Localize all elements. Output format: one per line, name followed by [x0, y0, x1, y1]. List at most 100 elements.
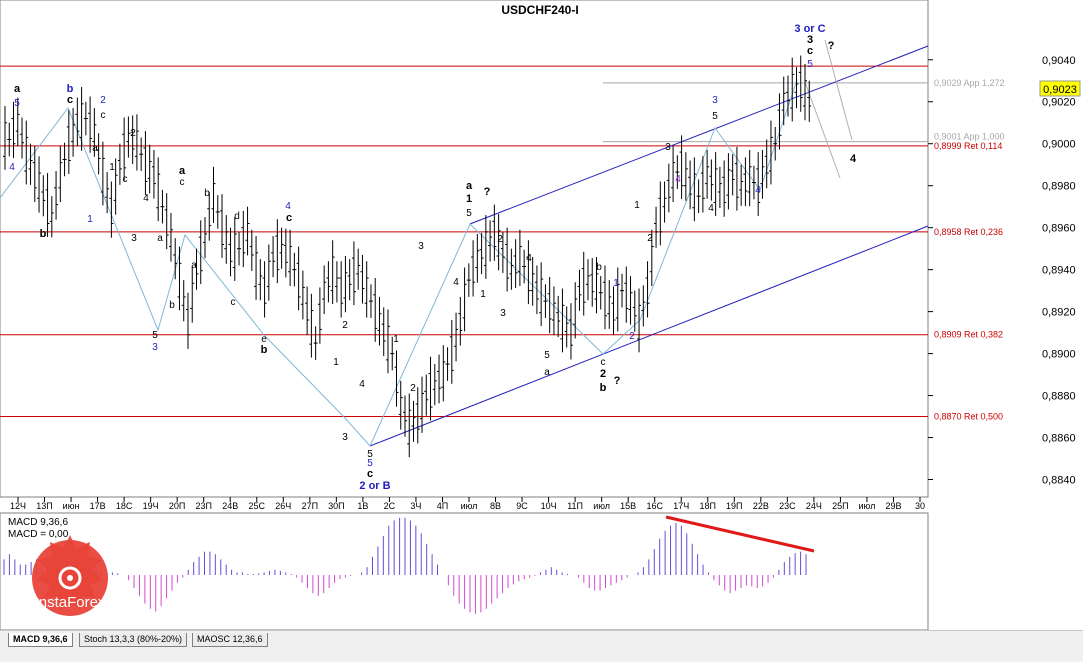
price-tick-label: 0,9040 — [1042, 55, 1076, 67]
wave-label: 3 — [342, 432, 348, 443]
date-tick-label: 10Ч — [541, 501, 557, 511]
wave-label: 3 — [500, 308, 506, 319]
wave-label: b — [67, 83, 74, 95]
wave-label: c — [286, 212, 292, 224]
fib-level-label: 0,8909 Ret 0,382 — [934, 330, 1003, 340]
wave-label: b — [40, 228, 47, 240]
wave-label: 2 — [600, 368, 606, 380]
wave-label: 4 — [9, 162, 15, 173]
brand-name: InstaForex — [35, 594, 106, 611]
tab-macd[interactable]: MACD 9,36,6 — [8, 633, 73, 647]
macd-histogram — [3, 517, 807, 614]
price-tick-label: 0,8840 — [1042, 475, 1076, 487]
date-tick-label: 18П — [700, 501, 716, 511]
wave-label: a — [14, 83, 21, 95]
indicator-pane[interactable] — [0, 512, 929, 631]
indicator-label-2: MACD = 0,00 — [8, 529, 69, 540]
date-tick-label: 27П — [302, 501, 318, 511]
wave-label: 1 — [480, 289, 486, 300]
wave-label: a — [191, 260, 197, 271]
tab-maosc[interactable]: MAOSC 12,36,6 — [192, 633, 268, 647]
wave-label: b — [596, 262, 602, 273]
wave-label: a — [466, 180, 473, 192]
current-price-tag — [1039, 80, 1081, 97]
wave-label: a — [179, 165, 186, 177]
tab-stoch[interactable]: Stoch 13,3,3 (80%-20%) — [79, 633, 188, 647]
wave-label: 1 — [613, 278, 619, 289]
date-tick-label: июн — [63, 501, 80, 511]
wave-label: b — [261, 344, 268, 356]
date-tick-label: 18С — [116, 501, 133, 511]
price-tick-label: 0,8980 — [1042, 181, 1076, 193]
date-tick-label: 13П — [36, 501, 52, 511]
wave-label: 5 — [466, 208, 472, 219]
price-tick-label: 0,8940 — [1042, 265, 1076, 277]
wave-label: a — [544, 367, 550, 378]
wave-label: 5 — [152, 330, 158, 341]
date-tick-label: 17В — [90, 501, 106, 511]
wave-label: 2 — [342, 320, 348, 331]
fib-level-label: 0,9029 App 1,272 — [934, 78, 1005, 88]
fib-level-label: 0,8870 Ret 0,500 — [934, 412, 1003, 422]
indicator-label-1: MACD 9,36,6 — [8, 517, 68, 528]
wave-label: 4 — [285, 201, 291, 212]
price-tick-label: 0,8920 — [1042, 307, 1076, 319]
wave-label: 3 — [807, 34, 813, 46]
date-tick-label: 16С — [646, 501, 663, 511]
wave-label: 5 — [367, 458, 373, 469]
projection-line — [804, 81, 841, 179]
wave-label: 1 — [333, 357, 339, 368]
price-tick-label: 0,8900 — [1042, 349, 1076, 361]
chart-title: USDCHF240-I — [501, 3, 578, 17]
wave-label: c — [123, 174, 128, 185]
wave-label: 4 — [675, 174, 681, 185]
channel-lower-line — [369, 225, 929, 447]
wave-label: b — [169, 300, 175, 311]
wave-label: c — [367, 468, 373, 480]
wave-label: 1 — [87, 214, 93, 225]
wave-label: 4 — [708, 203, 714, 214]
date-tick-label: 30П — [328, 501, 344, 511]
date-tick-label: 19П — [726, 501, 742, 511]
wave-label: c — [807, 45, 813, 57]
date-tick-label: 15В — [620, 501, 636, 511]
wave-label: 3 or C — [794, 23, 825, 35]
wave-label: b — [600, 382, 607, 394]
price-tick-label: 0,8880 — [1042, 391, 1076, 403]
instaforex-logo: InstaForex — [32, 535, 108, 616]
wave-label: 5 — [712, 111, 718, 122]
wave-label: 4 — [359, 379, 365, 390]
fib-level-label: 0,8999 Ret 0,114 — [934, 141, 1002, 151]
indicator-tab-bar: MACD 9,36,6 Stoch 13,3,3 (80%-20%) MAOSC… — [0, 630, 1083, 662]
wave-label: c — [180, 177, 185, 188]
date-tick-label: июл — [593, 501, 610, 511]
date-tick-label: июл — [461, 501, 478, 511]
date-tick-label: 24В — [222, 501, 238, 511]
price-pane[interactable] — [0, 0, 929, 498]
date-tick-label: 1В — [357, 501, 368, 511]
date-tick-label: 3Ч — [410, 501, 421, 511]
fib-level-label: 0,9001 App 1,000 — [934, 132, 1005, 142]
date-tick-label: 17Ч — [673, 501, 689, 511]
date-tick-label: 11П — [567, 501, 583, 511]
date-tick-label: 4П — [437, 501, 448, 511]
date-tick-label: 12Ч — [10, 501, 26, 511]
wave-label: c — [67, 94, 73, 106]
date-tick-label: 9С — [516, 501, 528, 511]
wave-label: 5 — [544, 350, 550, 361]
wave-label: 2 — [647, 233, 653, 244]
date-tick-label: 26Ч — [275, 501, 291, 511]
trend-channels — [0, 39, 929, 447]
date-tick-label: 19Ч — [143, 501, 159, 511]
wave-label: 1 — [634, 200, 640, 211]
wave-label: 3 — [418, 241, 424, 252]
wave-label: 2 — [100, 95, 106, 106]
date-tick-label: 2С — [384, 501, 396, 511]
wave-label: c — [231, 297, 236, 308]
instaforex-emblem-icon — [58, 566, 82, 590]
wave-label: 2 — [130, 128, 136, 139]
wave-label: 5 — [367, 449, 373, 460]
wave-label: ? — [614, 375, 621, 387]
date-tick-label: 25С — [249, 501, 266, 511]
